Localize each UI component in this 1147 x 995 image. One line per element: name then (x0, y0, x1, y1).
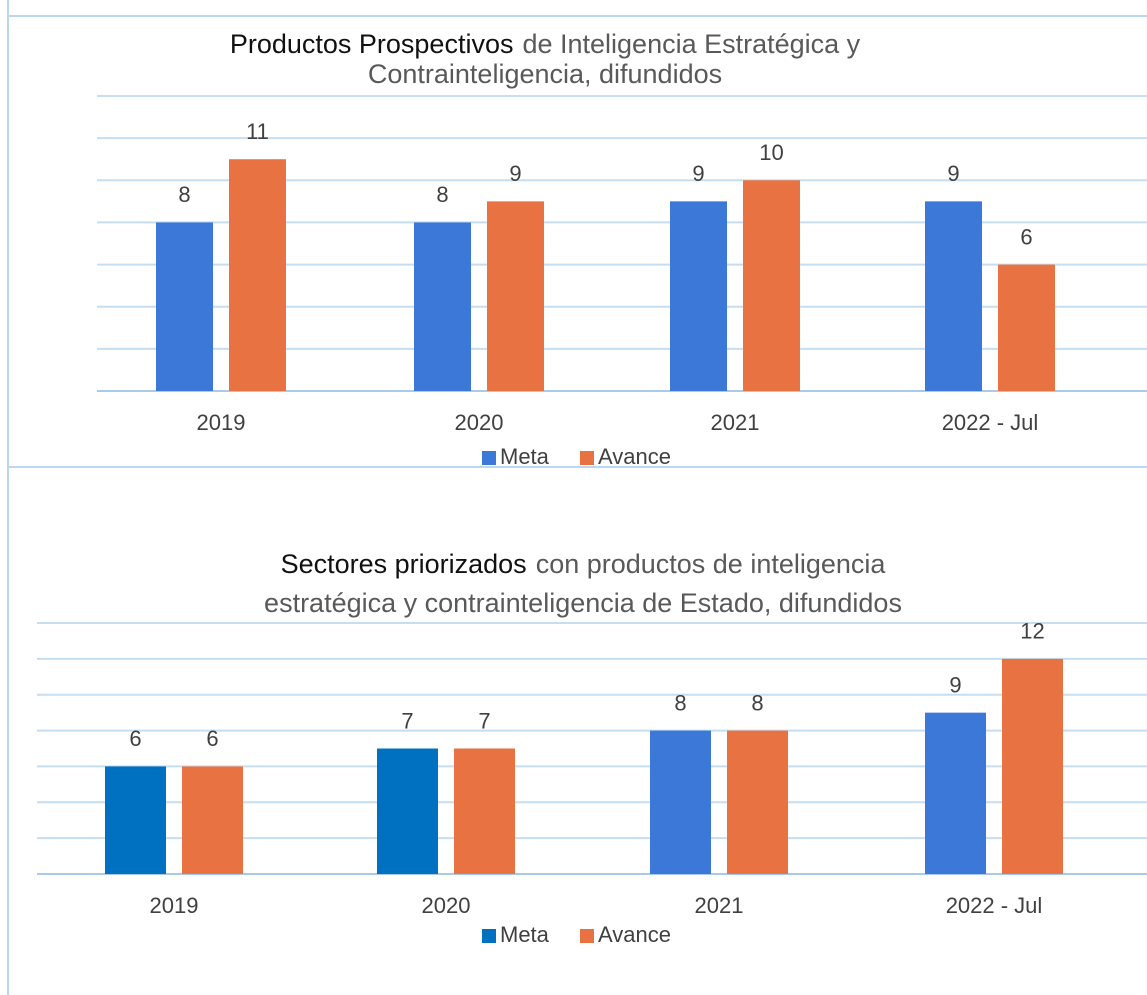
x-tick-label: 2021 (711, 410, 760, 435)
title-text: estratégica y contrainteligencia de Esta… (264, 588, 902, 618)
legend-label: Avance (598, 922, 671, 947)
bar (925, 201, 982, 391)
x-tick-label: 2020 (455, 410, 504, 435)
bar (487, 201, 544, 391)
bar (156, 222, 213, 391)
x-tick-label: 2019 (150, 893, 199, 918)
data-label: 12 (1020, 619, 1044, 644)
legend-swatch (580, 451, 594, 465)
data-label: 8 (751, 690, 763, 715)
x-tick-label: 2020 (422, 893, 471, 918)
data-label: 9 (509, 161, 521, 186)
x-tick-label: 2019 (197, 410, 246, 435)
chart-title: estratégica y contrainteligencia de Esta… (264, 588, 902, 618)
data-label: 6 (206, 726, 218, 751)
chart-title: Sectores priorizados con productos de int… (281, 549, 887, 579)
bar (925, 712, 986, 874)
bar (454, 748, 515, 874)
bar (229, 159, 286, 391)
title-text: Contrainteligencia, difundidos (368, 59, 722, 89)
data-label: 7 (401, 708, 413, 733)
bar (670, 201, 727, 391)
title-text: de Inteligencia Estratégica y (522, 29, 860, 59)
bar (105, 766, 166, 874)
bar (414, 222, 471, 391)
data-label: 11 (246, 119, 269, 144)
bar (1002, 658, 1063, 874)
legend-label: Meta (500, 922, 550, 947)
title-emphasis: Sectores priorizados (281, 549, 527, 579)
data-label: 7 (478, 708, 490, 733)
legend-swatch (482, 451, 496, 465)
data-label: 9 (949, 672, 961, 697)
bar (743, 180, 800, 391)
bar (998, 264, 1055, 391)
x-tick-label: 2021 (695, 893, 744, 918)
data-label: 6 (129, 726, 141, 751)
legend-label: Meta (500, 444, 550, 469)
chart-title: Productos Prospectivos de Inteligencia Es… (230, 29, 861, 59)
bar (650, 730, 711, 874)
data-label: 9 (692, 161, 704, 186)
bar (182, 766, 243, 874)
data-label: 9 (947, 161, 959, 186)
chart-title: Contrainteligencia, difundidos (368, 59, 722, 89)
legend-swatch (482, 929, 496, 943)
legend-label: Avance (598, 444, 671, 469)
data-label: 8 (178, 182, 190, 207)
data-label: 10 (759, 140, 783, 165)
data-label: 6 (1020, 224, 1032, 249)
data-label: 8 (436, 182, 448, 207)
bar (727, 730, 788, 874)
x-tick-label: 2022 - Jul (942, 410, 1039, 435)
title-emphasis: Productos Prospectivos (230, 29, 514, 59)
data-label: 8 (674, 690, 686, 715)
bar (377, 748, 438, 874)
x-tick-label: 2022 - Jul (946, 893, 1043, 918)
legend-swatch (580, 929, 594, 943)
title-text: con productos de inteligencia (536, 549, 887, 579)
